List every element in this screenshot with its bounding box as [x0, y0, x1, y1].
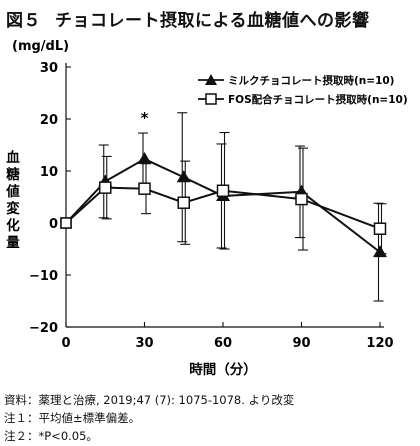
y-tick-label: −20: [29, 321, 58, 336]
chart-axes: −20 −10 0 10 20 30 0 30 60 90 120 (mg/dL) 血糖値変化量時間（分…: [5, 39, 393, 378]
data-point-triangle: [373, 245, 387, 258]
x-tick-label: 90: [292, 336, 310, 351]
y-axis-label-char: 量: [6, 235, 20, 251]
legend-marker-square: [205, 93, 217, 105]
y-tick-label: 10: [40, 165, 58, 180]
y-tick-label: −10: [29, 269, 58, 284]
y-axis-label-char: 糖: [6, 166, 20, 183]
x-axis-label: 時間（分）: [189, 361, 257, 378]
legend-label: FOS配合チョコレート摂取時(n=10): [228, 93, 408, 106]
data-point-square: [138, 182, 151, 195]
data-point-square: [373, 222, 387, 235]
data-point-origin: [60, 217, 72, 229]
figure-number: 図５: [6, 11, 41, 31]
x-tick-label: 120: [366, 336, 393, 351]
footnote-1: 注１：平均値±標準偏差。: [4, 411, 141, 425]
series-1: [60, 131, 387, 255]
y-tick-label: 20: [40, 113, 58, 128]
data-point-square: [216, 184, 230, 198]
y-axis-label-char: 値: [5, 183, 20, 200]
series-line: [65, 157, 381, 253]
x-tick-label: 60: [214, 336, 232, 351]
significance-asterisk: *: [141, 109, 149, 127]
footnote-2: 注２：*P<0.05。: [4, 429, 98, 443]
figure-title-text: チョコレート摂取による血糖値への影響: [55, 11, 370, 31]
chart-legend: ミルクチョコレート摂取時(n=10) FOS配合チョコレート摂取時(n=10): [198, 74, 408, 106]
data-point-square: [295, 192, 308, 206]
x-tick-label: 0: [61, 336, 70, 351]
y-tick-label: 0: [49, 217, 58, 232]
data-point-triangle: [176, 170, 191, 183]
y-axis-label-char: 血: [6, 149, 20, 166]
data-point-square: [99, 181, 112, 194]
data-point-square: [177, 196, 190, 209]
y-tick-label: 30: [40, 61, 58, 76]
data-point-triangle: [137, 152, 152, 165]
chart-series: *: [60, 109, 387, 302]
x-tick-label: 30: [135, 336, 153, 351]
legend-marker-triangle: [205, 74, 217, 85]
legend-label: ミルクチョコレート摂取時(n=10): [228, 74, 394, 87]
y-axis-label-char: 変: [6, 200, 20, 217]
y-unit-label: (mg/dL): [12, 39, 69, 54]
y-axis-label-char: 化: [6, 217, 20, 234]
footnote-source: 資料：薬理と治療, 2019;47 (7): 1075-1078. より改変: [4, 393, 295, 407]
figure-title: 図５ チョコレート摂取による血糖値への影響: [6, 6, 370, 31]
